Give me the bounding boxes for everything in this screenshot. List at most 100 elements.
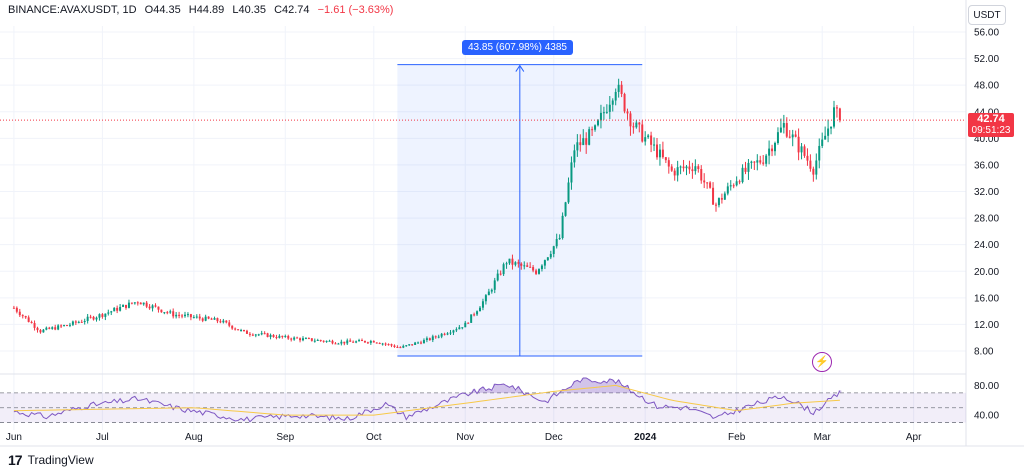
candle-body — [538, 269, 540, 274]
candle-body — [334, 343, 337, 345]
lightning-icon[interactable]: ⚡ — [812, 352, 832, 372]
candle-body — [278, 335, 281, 338]
candle-body — [139, 302, 142, 305]
x-tick-label: Aug — [185, 432, 203, 443]
candle-body — [623, 93, 626, 112]
candle-body — [310, 338, 313, 341]
symbol-name[interactable]: BINANCE:AVAXUSDT, 1D — [8, 4, 137, 16]
candle-body — [570, 162, 573, 183]
candle-body — [316, 339, 319, 341]
candle-body — [599, 112, 602, 121]
candle-body — [198, 316, 201, 319]
candle-body — [535, 270, 538, 274]
candle-body — [319, 339, 322, 341]
candle-body — [729, 185, 732, 187]
candle-body — [352, 341, 355, 343]
candle-body — [806, 155, 809, 161]
candle-body — [240, 329, 243, 331]
candle-body — [275, 337, 278, 339]
candle-body — [461, 327, 464, 329]
candle-body — [101, 314, 104, 317]
y-tick-label: 44.00 — [974, 107, 999, 118]
x-tick-label: Jul — [96, 432, 109, 443]
candle-body — [756, 160, 759, 163]
candle-body — [33, 323, 36, 328]
candle-body — [838, 108, 841, 121]
candle-body — [175, 314, 178, 317]
x-tick-label: Apr — [906, 432, 922, 443]
candle-body — [493, 280, 496, 290]
candle-body — [771, 148, 774, 152]
candle-body — [747, 162, 750, 172]
candle-body — [505, 263, 508, 265]
tradingview-brand[interactable]: 17 TradingView — [8, 452, 94, 468]
candle-body — [304, 338, 307, 340]
candle-body — [269, 334, 272, 338]
currency-button[interactable]: USDT — [968, 5, 1006, 25]
candle-body — [827, 128, 830, 136]
candle-body — [172, 311, 175, 317]
candle-body — [390, 344, 393, 346]
candle-body — [720, 198, 723, 200]
candle-body — [508, 258, 511, 264]
candle-body — [715, 204, 717, 206]
candle-body — [119, 306, 122, 311]
candle-body — [57, 325, 60, 330]
candle-body — [670, 166, 673, 171]
candle-body — [744, 167, 747, 172]
measure-label[interactable]: 43.85 (607.98%) 4385 — [462, 40, 573, 55]
candle-body — [228, 322, 231, 326]
candle-body — [98, 314, 101, 318]
candle-body — [481, 301, 484, 308]
candle-body — [794, 134, 797, 137]
candle-body — [809, 160, 812, 169]
candle-body — [346, 340, 349, 344]
candle-body — [425, 338, 428, 341]
candle-body — [682, 166, 685, 169]
candle-body — [815, 160, 818, 175]
candle-body — [15, 307, 18, 312]
candle-body — [706, 182, 709, 184]
candle-body — [691, 169, 694, 172]
candle-body — [225, 320, 228, 323]
candle-body — [585, 138, 588, 145]
candle-body — [186, 314, 189, 316]
candle-body — [676, 167, 679, 176]
candle-body — [555, 239, 558, 247]
candle-body — [540, 265, 543, 270]
candle-body — [726, 186, 729, 194]
candle-body — [594, 125, 597, 130]
candle-body — [340, 341, 343, 344]
candle-body — [455, 329, 458, 331]
y-tick-label: 32.00 — [974, 187, 999, 198]
candle-body — [63, 325, 66, 327]
candle-body — [788, 136, 791, 138]
candle-body — [154, 305, 157, 307]
candle-body — [169, 311, 172, 313]
candle-body — [703, 180, 706, 183]
candle-body — [735, 181, 738, 186]
candle-body — [673, 170, 676, 176]
candle-body — [579, 142, 582, 146]
candle-body — [163, 312, 166, 314]
candle-body — [653, 144, 656, 146]
candle-body — [732, 185, 735, 187]
candle-body — [700, 169, 703, 181]
candle-body — [337, 343, 340, 345]
candle-body — [299, 338, 302, 341]
candle-body — [231, 325, 234, 329]
candle-body — [328, 340, 331, 342]
y-tick-label: 52.00 — [974, 54, 999, 65]
candle-body — [393, 345, 396, 347]
x-tick-label: Nov — [456, 432, 474, 443]
candle-body — [664, 157, 667, 161]
candle-body — [18, 311, 21, 316]
candle-body — [89, 316, 92, 318]
candle-body — [71, 321, 74, 325]
candle-body — [83, 320, 86, 323]
candle-body — [549, 253, 552, 258]
candle-body — [142, 302, 145, 305]
candle-body — [573, 150, 576, 163]
candle-body — [48, 327, 51, 329]
